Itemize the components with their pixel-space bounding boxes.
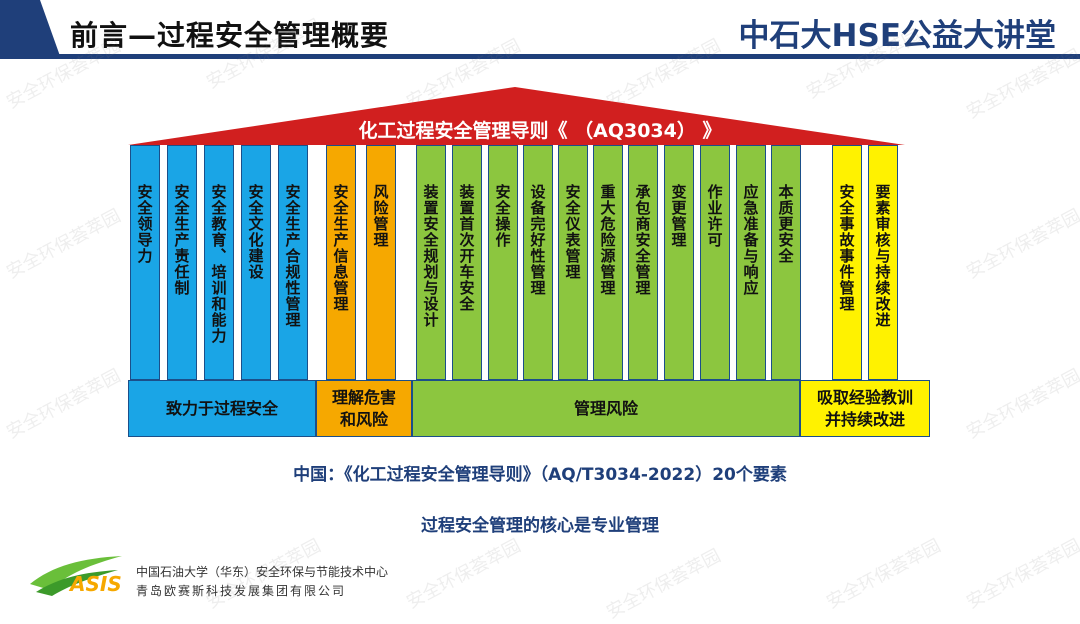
watermark-text: 安全环保荟萃园	[3, 365, 125, 444]
header-divider	[0, 54, 1080, 59]
asis-logo-text: ASIS	[70, 572, 122, 596]
pillar-label: 变更管理	[669, 184, 688, 248]
pillar-14: 承包商安全管理	[628, 145, 658, 380]
watermark-text: 安全环保荟萃园	[963, 205, 1080, 284]
base-3: 管理风险	[412, 380, 800, 437]
pillar-label: 装置安全规划与设计	[421, 184, 440, 328]
watermark-text: 安全环保荟萃园	[823, 535, 945, 614]
pillar-label: 安全领导力	[135, 184, 154, 264]
base-4: 吸取经验教训并持续改进	[800, 380, 930, 437]
pillar-7: 风险管理	[366, 145, 396, 380]
pillar-17: 应急准备与响应	[736, 145, 766, 380]
caption-core: 过程安全管理的核心是专业管理	[421, 516, 659, 536]
pillar-20: 要素审核与持续改进	[868, 145, 898, 380]
footer-org-1: 中国石油大学（华东）安全环保与节能技术中心	[136, 565, 389, 579]
pillar-label: 安全教育、培训和能力	[209, 184, 228, 344]
pillar-label: 装置首次开车安全	[457, 184, 476, 312]
pillar-label: 安全仪表管理	[563, 184, 582, 280]
watermark-text: 安全环保荟萃园	[3, 205, 125, 284]
header-corner-icon	[0, 0, 60, 56]
pillar-13: 重大危险源管理	[593, 145, 623, 380]
brand-title: 中石大HSE公益大讲堂	[738, 18, 1056, 54]
asis-logo-icon	[30, 556, 122, 596]
pillar-16: 作业许可	[700, 145, 730, 380]
base-label: 理解危害和风险	[331, 387, 396, 429]
pillar-10: 安全操作	[488, 145, 518, 380]
footer-org-2: 青岛欧赛斯科技发展集团有限公司	[136, 584, 347, 598]
pillar-8: 装置安全规划与设计	[416, 145, 446, 380]
pillar-5: 安全生产合规性管理	[278, 145, 308, 380]
pillar-19: 安全事故事件管理	[832, 145, 862, 380]
pillar-label: 风险管理	[371, 184, 390, 248]
watermark-text: 安全环保荟萃园	[963, 535, 1080, 614]
pillar-9: 装置首次开车安全	[452, 145, 482, 380]
pillar-15: 变更管理	[664, 145, 694, 380]
caption-elements: 中国：《化工过程安全管理导则》（AQ/T3034-2022）20个要素	[293, 465, 787, 485]
pillar-label: 承包商安全管理	[633, 184, 652, 296]
pillar-label: 安全生产信息管理	[331, 184, 350, 312]
pillar-label: 安全生产责任制	[172, 184, 191, 296]
pillar-label: 安全操作	[493, 184, 512, 248]
pillar-11: 设备完好性管理	[523, 145, 553, 380]
pillar-label: 本质更安全	[776, 184, 795, 264]
base-1: 致力于过程安全	[128, 380, 316, 437]
watermark-text: 安全环保荟萃园	[603, 545, 725, 624]
roof-title: 化工过程安全管理导则《 （AQ3034） 》	[358, 120, 722, 142]
page-title: 前言—过程安全管理概要	[70, 19, 390, 52]
pillar-18: 本质更安全	[771, 145, 801, 380]
pillar-label: 安全文化建设	[246, 184, 265, 280]
pillar-1: 安全领导力	[130, 145, 160, 380]
pillar-label: 重大危险源管理	[598, 184, 617, 296]
pillar-3: 安全教育、培训和能力	[204, 145, 234, 380]
pillar-label: 应急准备与响应	[741, 184, 760, 296]
pillar-label: 设备完好性管理	[528, 184, 547, 296]
pillar-6: 安全生产信息管理	[326, 145, 356, 380]
pillar-label: 安全事故事件管理	[837, 184, 856, 312]
base-label: 管理风险	[573, 398, 638, 418]
base-label: 致力于过程安全	[165, 398, 278, 418]
pillar-label: 作业许可	[705, 184, 724, 248]
pillar-label: 安全生产合规性管理	[283, 184, 302, 328]
pillar-label: 要素审核与持续改进	[873, 184, 892, 328]
base-label: 吸取经验教训并持续改进	[816, 387, 913, 429]
base-2: 理解危害和风险	[316, 380, 412, 437]
pillar-2: 安全生产责任制	[167, 145, 197, 380]
watermark-text: 安全环保荟萃园	[963, 365, 1080, 444]
roof-shape	[128, 87, 905, 145]
pillar-4: 安全文化建设	[241, 145, 271, 380]
watermark-text: 安全环保荟萃园	[403, 535, 525, 614]
pillar-12: 安全仪表管理	[558, 145, 588, 380]
